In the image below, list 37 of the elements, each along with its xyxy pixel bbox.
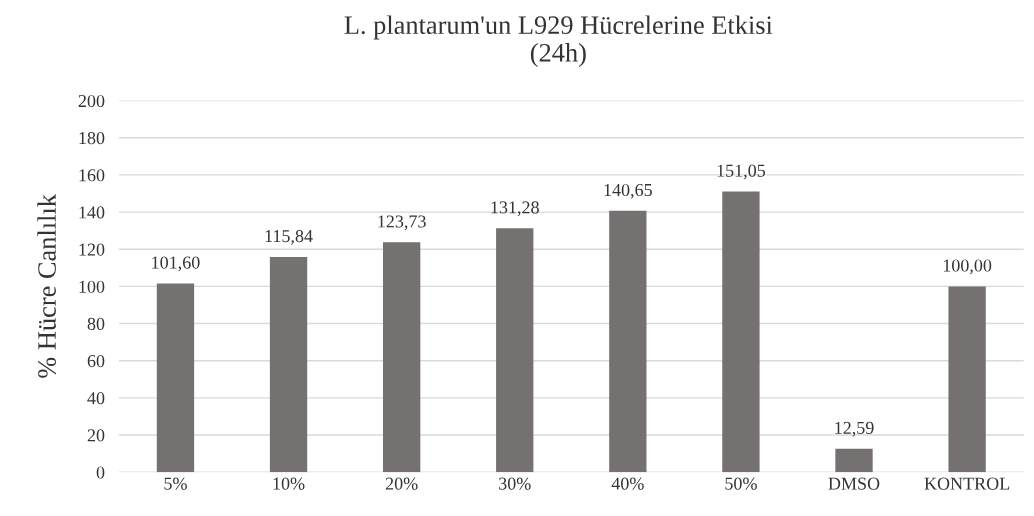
data-label: 115,84 bbox=[265, 229, 313, 245]
y-tick-label: 40 bbox=[87, 392, 105, 405]
x-tick-label: KONTROL bbox=[924, 477, 1010, 490]
bar bbox=[722, 191, 760, 473]
y-tick-label: 20 bbox=[87, 429, 105, 442]
bar bbox=[496, 228, 534, 473]
data-label: 151,05 bbox=[717, 164, 766, 180]
x-tick-label: 30% bbox=[499, 477, 531, 490]
y-tick-label: 160 bbox=[79, 169, 105, 182]
data-label: 100,00 bbox=[943, 259, 992, 275]
x-tick-label: 20% bbox=[385, 477, 418, 490]
y-axis-title: % Hücre Canlılık bbox=[37, 194, 56, 378]
data-label: 101,60 bbox=[152, 256, 200, 272]
y-tick-label: 180 bbox=[79, 132, 105, 145]
y-tick-label: 100 bbox=[79, 280, 105, 293]
bar bbox=[948, 286, 986, 473]
bar bbox=[835, 448, 873, 473]
y-tick-label: 120 bbox=[79, 243, 105, 256]
y-tick-label: 0 bbox=[96, 466, 105, 479]
data-label: 123,73 bbox=[378, 215, 426, 231]
y-tick-label: 140 bbox=[79, 206, 105, 219]
bar bbox=[156, 283, 195, 473]
x-tick-label: DMSO bbox=[828, 477, 880, 490]
chart-title: L. plantarum'un L929 Hücrelerine Etkisi (24h) bbox=[344, 15, 773, 68]
x-tick-label: 5% bbox=[164, 477, 187, 490]
y-tick-label: 60 bbox=[87, 354, 105, 368]
data-label: 12,59 bbox=[835, 421, 874, 437]
data-label: 140,65 bbox=[604, 183, 652, 199]
bar bbox=[269, 256, 308, 473]
x-tick-label: 10% bbox=[273, 477, 305, 490]
bar bbox=[609, 210, 647, 473]
x-tick-label: 50% bbox=[725, 477, 757, 490]
data-label: 131,28 bbox=[491, 201, 539, 217]
bar bbox=[382, 242, 421, 473]
x-tick-label: 40% bbox=[611, 477, 644, 490]
y-tick-label: 200 bbox=[78, 94, 105, 108]
y-tick-label: 80 bbox=[87, 317, 105, 330]
